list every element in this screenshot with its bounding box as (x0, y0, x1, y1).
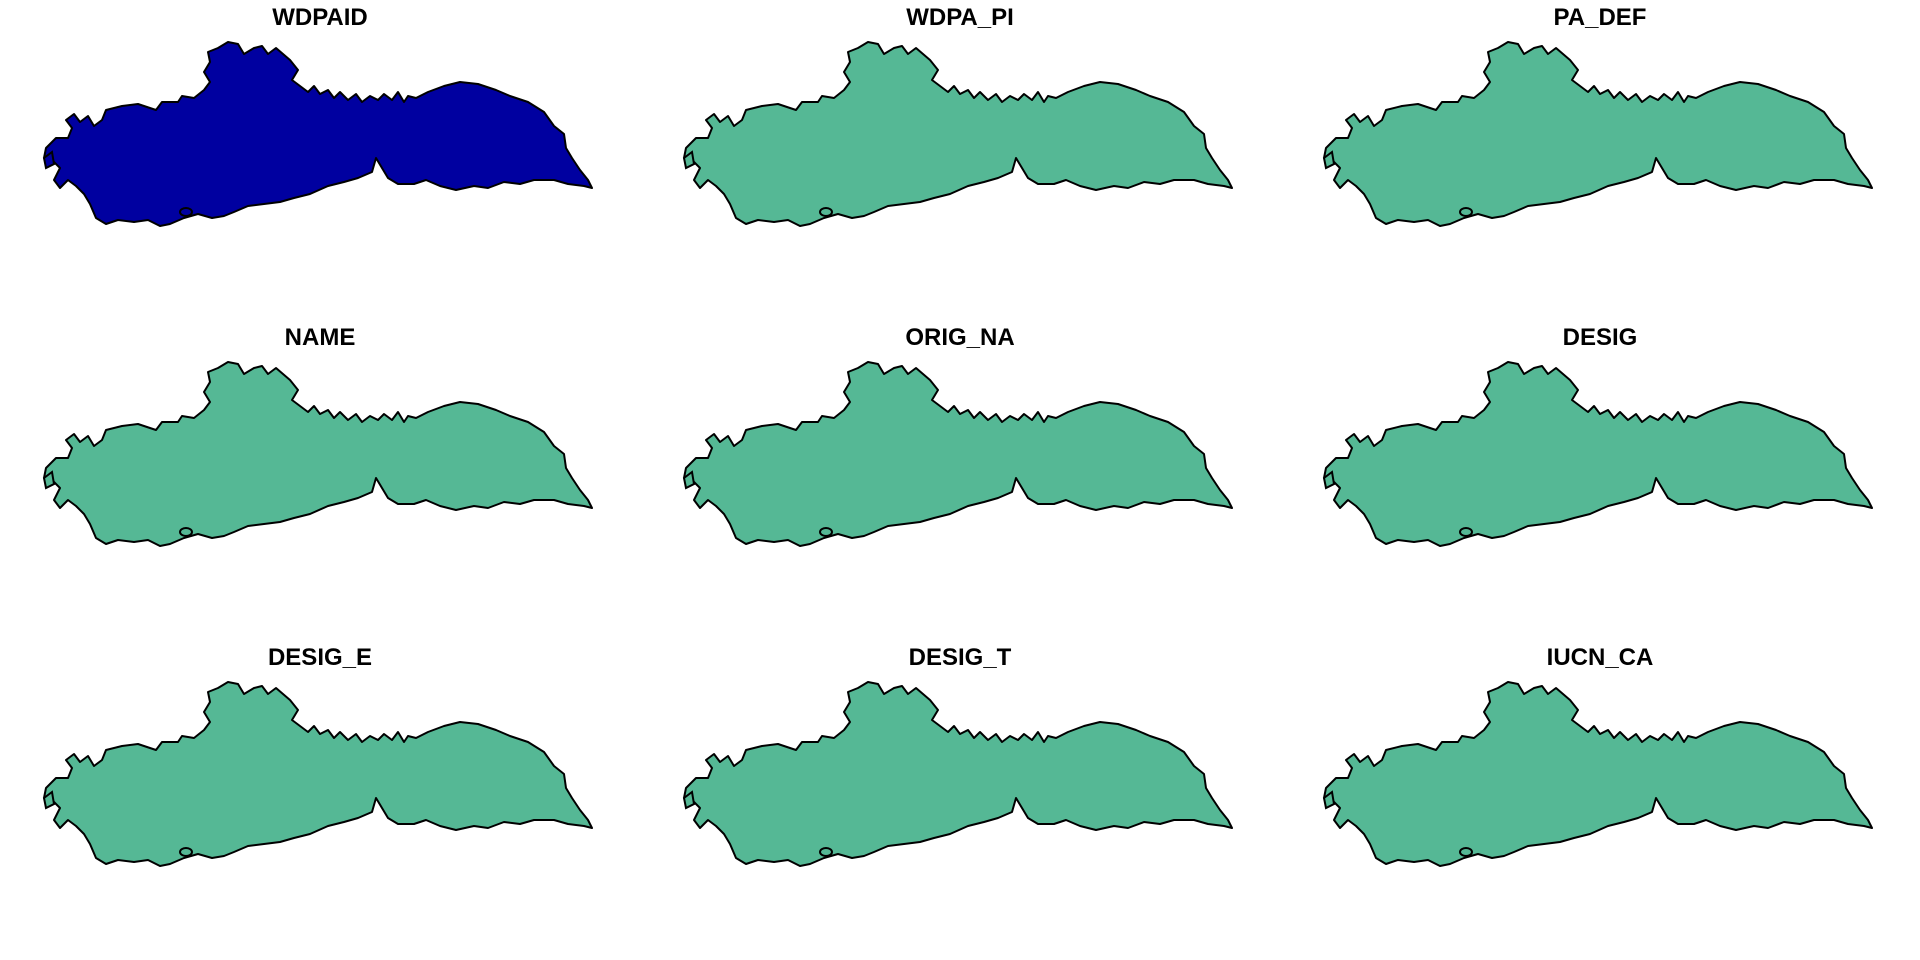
polygon-group (42, 41, 593, 227)
panel-title: NAME (284, 324, 356, 351)
polygon-island (819, 847, 833, 857)
polygon-islet (682, 790, 696, 810)
polygon-group (42, 681, 593, 867)
panel-title: DESIG (1562, 324, 1638, 351)
polygon-island (179, 527, 193, 537)
polygon-island (179, 207, 193, 217)
panel-title: ORIG_NA (905, 324, 1015, 351)
polygon-islet (682, 150, 696, 170)
polygon-islet (1322, 790, 1336, 810)
polygon-shape (683, 361, 1233, 547)
map-panel: DESIG (1280, 320, 1920, 640)
polygon-shape (683, 41, 1233, 227)
polygon-islet (42, 470, 56, 490)
polygon-islet (682, 470, 696, 490)
polygon-island (819, 207, 833, 217)
polygon-islet (42, 150, 56, 170)
polygon-group (1322, 361, 1873, 547)
polygon-island (1459, 207, 1473, 217)
polygon-shape (43, 41, 593, 227)
map-panel: ORIG_NA (640, 320, 1280, 640)
polygon-shape (43, 681, 593, 867)
polygon-shape (1323, 681, 1873, 867)
polygon-island (819, 527, 833, 537)
panel-title: IUCN_CA (1546, 644, 1654, 671)
polygon-group (682, 41, 1233, 227)
map-panel: IUCN_CA (1280, 640, 1920, 960)
polygon-island (1459, 847, 1473, 857)
panel-title: DESIG_E (267, 644, 373, 671)
panel-title: PA_DEF (1553, 4, 1647, 31)
map-panel: NAME (0, 320, 640, 640)
polygon-group (1322, 41, 1873, 227)
polygon-islet (1322, 470, 1336, 490)
polygon-islet (1322, 150, 1336, 170)
map-panel: DESIG_E (0, 640, 640, 960)
polygon-island (179, 847, 193, 857)
protected-area-polygon (1322, 41, 1873, 227)
panel-title: DESIG_T (908, 644, 1012, 671)
polygon-group (682, 681, 1233, 867)
polygon-shape (683, 681, 1233, 867)
protected-area-polygon (42, 41, 593, 227)
polygon-shape (1323, 361, 1873, 547)
map-panel: DESIG_T (640, 640, 1280, 960)
protected-area-polygon (682, 41, 1233, 227)
polygon-group (42, 361, 593, 547)
protected-area-polygon (1322, 361, 1873, 547)
polygon-group (682, 361, 1233, 547)
map-panel: WDPA_PI (640, 0, 1280, 320)
protected-area-polygon (42, 361, 593, 547)
protected-area-polygon (682, 681, 1233, 867)
map-panel: PA_DEF (1280, 0, 1920, 320)
polygon-group (1322, 681, 1873, 867)
polygon-islet (42, 790, 56, 810)
polygon-shape (43, 361, 593, 547)
protected-area-polygon (42, 681, 593, 867)
map-panel: WDPAID (0, 0, 640, 320)
panel-title: WDPAID (272, 4, 368, 31)
polygon-shape (1323, 41, 1873, 227)
protected-area-polygon (1322, 681, 1873, 867)
protected-area-polygon (682, 361, 1233, 547)
panel-title: WDPA_PI (906, 4, 1014, 31)
polygon-island (1459, 527, 1473, 537)
